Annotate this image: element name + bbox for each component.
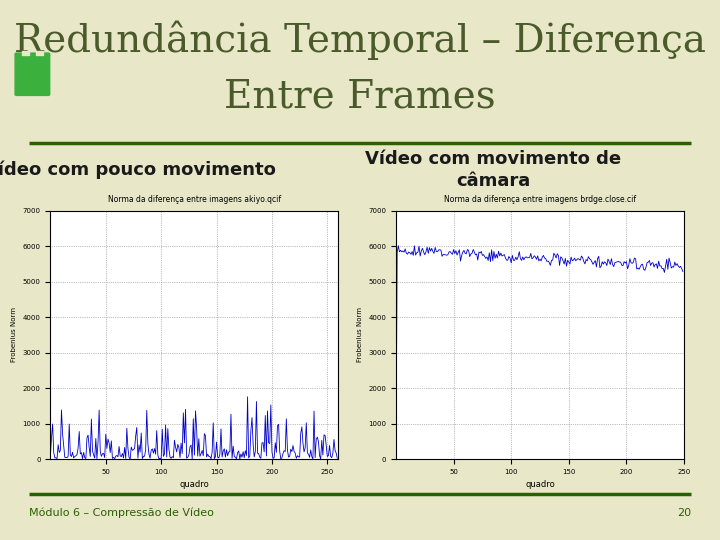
Y-axis label: Frobenius Norm: Frobenius Norm — [11, 307, 17, 362]
Text: câmara: câmara — [456, 172, 531, 190]
Text: Vídeo com movimento de: Vídeo com movimento de — [365, 150, 621, 168]
Y-axis label: Frobenius Norm: Frobenius Norm — [356, 307, 363, 362]
Title: Norma da diferença entre imagens brdge.close.cif: Norma da diferença entre imagens brdge.c… — [444, 195, 636, 204]
Text: Redundância Temporal – Diferença: Redundância Temporal – Diferença — [14, 21, 706, 60]
FancyBboxPatch shape — [14, 52, 50, 96]
Text: Módulo 6 – Compressão de Vídeo: Módulo 6 – Compressão de Vídeo — [29, 508, 214, 518]
Text: 20: 20 — [677, 508, 691, 518]
Text: Vídeo com pouco movimento: Vídeo com pouco movimento — [0, 161, 276, 179]
X-axis label: quadro: quadro — [525, 480, 555, 489]
Title: Norma da diferença entre imagens akiyo.qcif: Norma da diferença entre imagens akiyo.q… — [108, 195, 281, 204]
Text: Entre Frames: Entre Frames — [224, 79, 496, 116]
X-axis label: quadro: quadro — [179, 480, 210, 489]
